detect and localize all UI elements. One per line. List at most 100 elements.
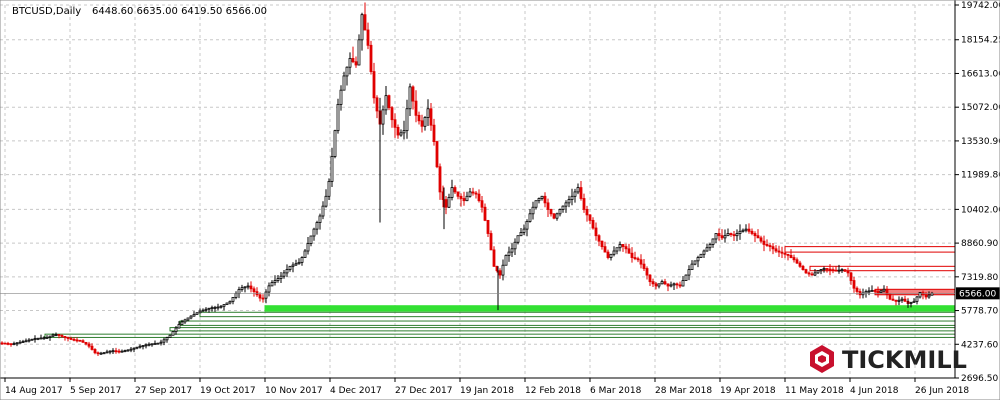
tickmill-logo-icon <box>810 345 834 373</box>
candle <box>870 285 874 292</box>
candle <box>522 224 526 236</box>
candle <box>357 34 361 66</box>
candle-body <box>510 248 514 253</box>
candle <box>462 191 466 206</box>
candle <box>51 333 55 338</box>
candle <box>657 283 661 289</box>
candle <box>711 238 715 248</box>
candle <box>537 197 541 204</box>
candle <box>48 335 52 341</box>
candle <box>9 343 13 347</box>
candle <box>882 285 886 293</box>
candle-body <box>525 221 529 230</box>
candle-body <box>717 233 721 237</box>
candle <box>324 189 328 208</box>
candle <box>489 230 493 251</box>
candle-body <box>450 187 454 198</box>
y-tick-label: 11989.80 <box>961 171 1000 181</box>
candle <box>138 344 142 349</box>
candle <box>486 219 490 237</box>
candle-body <box>648 274 652 283</box>
candle <box>342 71 346 91</box>
candle-body <box>168 334 172 338</box>
candle-body <box>93 349 97 354</box>
candle <box>609 253 613 261</box>
support-zone <box>264 305 956 312</box>
candle-body <box>468 191 472 197</box>
candle-body <box>564 202 568 207</box>
candle <box>738 224 742 240</box>
candle <box>306 237 310 255</box>
candle <box>840 268 844 273</box>
candle <box>915 295 919 305</box>
candle <box>555 212 559 221</box>
candle-body <box>474 192 478 195</box>
candle <box>648 274 652 286</box>
candle-body <box>834 269 838 272</box>
candle-body <box>771 246 775 250</box>
candle <box>465 191 469 202</box>
candle-body <box>804 269 808 274</box>
candle-body <box>249 285 253 290</box>
candle-body <box>42 337 46 340</box>
candle <box>696 255 700 268</box>
candle-body <box>690 263 694 271</box>
candle-body <box>141 345 145 347</box>
candle <box>900 296 904 303</box>
candle <box>708 242 712 251</box>
candle <box>642 259 646 271</box>
candle-body <box>642 263 646 269</box>
candle <box>99 351 103 355</box>
candle-body <box>900 298 904 301</box>
candle-body <box>72 338 76 341</box>
candle-body <box>825 268 829 270</box>
candle <box>798 260 802 268</box>
x-tick-label: 10 Nov 2017 <box>265 386 323 396</box>
candle <box>174 325 178 335</box>
candle <box>156 342 160 345</box>
candle <box>804 268 808 274</box>
candle <box>579 181 583 201</box>
candle <box>414 90 418 123</box>
candle <box>57 333 61 339</box>
candle <box>807 271 811 277</box>
candle <box>12 341 16 346</box>
candle-body <box>588 214 592 221</box>
candle <box>627 243 631 254</box>
candle <box>249 281 253 293</box>
candle <box>519 227 523 237</box>
candle-body <box>375 97 379 112</box>
candle <box>501 259 505 281</box>
candle-body <box>165 337 169 341</box>
candle-body <box>795 259 799 264</box>
candle <box>702 249 706 258</box>
candle-body <box>546 202 550 210</box>
candle-body <box>879 290 883 293</box>
candle-body <box>819 269 823 272</box>
candle <box>240 284 244 292</box>
candle <box>720 229 724 240</box>
candle-body <box>678 284 682 287</box>
candle <box>105 349 109 354</box>
candle <box>705 243 709 252</box>
candle <box>369 40 373 75</box>
y-tick-label: 18154.25 <box>961 36 1000 46</box>
candle-body <box>531 206 535 215</box>
candle <box>372 62 376 104</box>
candle <box>669 281 673 288</box>
candle-body <box>60 335 64 337</box>
candle-body <box>408 86 412 110</box>
candle <box>810 272 814 276</box>
candle-body <box>48 335 52 338</box>
candle-body <box>597 235 601 242</box>
candle-body <box>774 248 778 252</box>
candle-body <box>384 95 388 111</box>
watermark-text: TICKMILL <box>842 346 967 374</box>
candle-body <box>438 166 442 193</box>
candle <box>558 208 562 217</box>
candle <box>843 269 847 272</box>
candle <box>54 332 58 337</box>
x-tick-label: 27 Sep 2017 <box>135 386 192 396</box>
candle-body <box>129 348 133 351</box>
